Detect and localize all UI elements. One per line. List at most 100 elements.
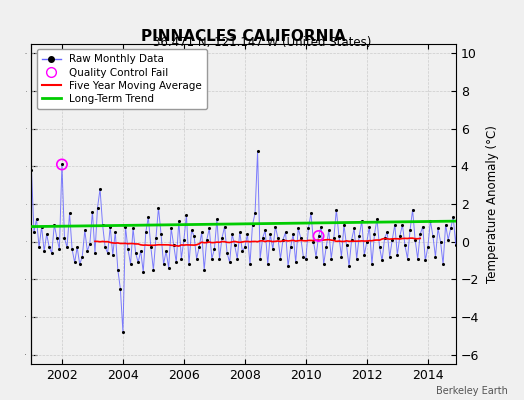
Point <box>48 250 56 256</box>
Point <box>228 231 236 237</box>
Point <box>337 254 346 260</box>
Point <box>210 246 219 252</box>
Point <box>200 267 209 273</box>
Point <box>70 259 79 266</box>
Point <box>317 223 325 230</box>
Point <box>335 233 343 239</box>
Point <box>88 208 96 215</box>
Point <box>40 248 48 254</box>
Point <box>309 238 318 245</box>
Point <box>264 261 272 268</box>
Point <box>314 233 323 239</box>
Point <box>174 218 183 224</box>
Point <box>457 223 465 230</box>
Point <box>119 329 127 335</box>
Point <box>246 261 254 268</box>
Point <box>101 244 110 250</box>
Point <box>75 261 84 268</box>
Point <box>241 244 249 250</box>
Point <box>157 231 165 237</box>
Point <box>45 244 53 250</box>
Point <box>137 248 145 254</box>
Point <box>383 229 391 236</box>
Point <box>116 286 125 292</box>
Point <box>165 265 173 271</box>
Point <box>103 250 112 256</box>
Point <box>248 222 257 228</box>
Point <box>431 254 440 260</box>
Point <box>251 210 259 217</box>
Point <box>126 261 135 268</box>
Point <box>187 227 195 234</box>
Point <box>396 233 404 239</box>
Point <box>254 148 262 154</box>
Point <box>421 257 430 264</box>
Point <box>398 222 407 228</box>
Point <box>441 222 450 228</box>
Point <box>96 186 104 192</box>
Point <box>353 255 361 262</box>
Point <box>426 218 434 224</box>
Point <box>170 242 178 249</box>
Point <box>423 244 432 250</box>
Point <box>225 259 234 266</box>
Y-axis label: Temperature Anomaly (°C): Temperature Anomaly (°C) <box>486 125 499 283</box>
Point <box>91 250 99 256</box>
Point <box>66 210 74 217</box>
Point <box>243 231 252 237</box>
Point <box>213 216 221 222</box>
Point <box>30 229 38 236</box>
Point <box>324 227 333 234</box>
Point <box>355 233 364 239</box>
Point <box>322 244 331 250</box>
Point <box>312 254 320 260</box>
Point <box>302 255 310 262</box>
Point <box>83 248 92 254</box>
Point <box>276 255 285 262</box>
Point <box>182 212 191 218</box>
Point <box>149 267 158 273</box>
Point <box>289 231 297 237</box>
Point <box>159 261 168 268</box>
Point <box>452 242 460 249</box>
Point <box>78 254 86 260</box>
Point <box>154 204 162 211</box>
Point <box>446 225 455 232</box>
Point <box>467 244 475 250</box>
Title: PINNACLES CALIFORNIA: PINNACLES CALIFORNIA <box>141 29 346 44</box>
Point <box>108 252 117 258</box>
Point <box>370 231 379 237</box>
Point <box>347 236 356 243</box>
Point <box>287 244 295 250</box>
Point <box>378 257 386 264</box>
Point <box>192 255 201 262</box>
Point <box>342 242 351 249</box>
Point <box>408 206 417 213</box>
Point <box>436 238 445 245</box>
Point <box>266 231 275 237</box>
Point <box>291 259 300 266</box>
Point <box>307 210 315 217</box>
Point <box>375 244 384 250</box>
Point <box>198 229 206 236</box>
Point <box>403 255 412 262</box>
Point <box>439 261 447 268</box>
Point <box>274 235 282 241</box>
Point <box>434 225 442 232</box>
Point <box>93 204 102 211</box>
Point <box>238 248 246 254</box>
Point <box>27 167 36 173</box>
Point <box>37 223 46 230</box>
Point <box>284 263 292 269</box>
Point <box>190 233 198 239</box>
Point <box>218 235 226 241</box>
Text: 36.471 N, 121.147 W (United States): 36.471 N, 121.147 W (United States) <box>153 36 371 49</box>
Point <box>360 252 368 258</box>
Point <box>449 214 457 220</box>
Point <box>401 242 409 249</box>
Point <box>297 235 305 241</box>
Point <box>172 259 180 266</box>
Point <box>330 235 338 241</box>
Point <box>73 244 81 250</box>
Point <box>365 223 374 230</box>
